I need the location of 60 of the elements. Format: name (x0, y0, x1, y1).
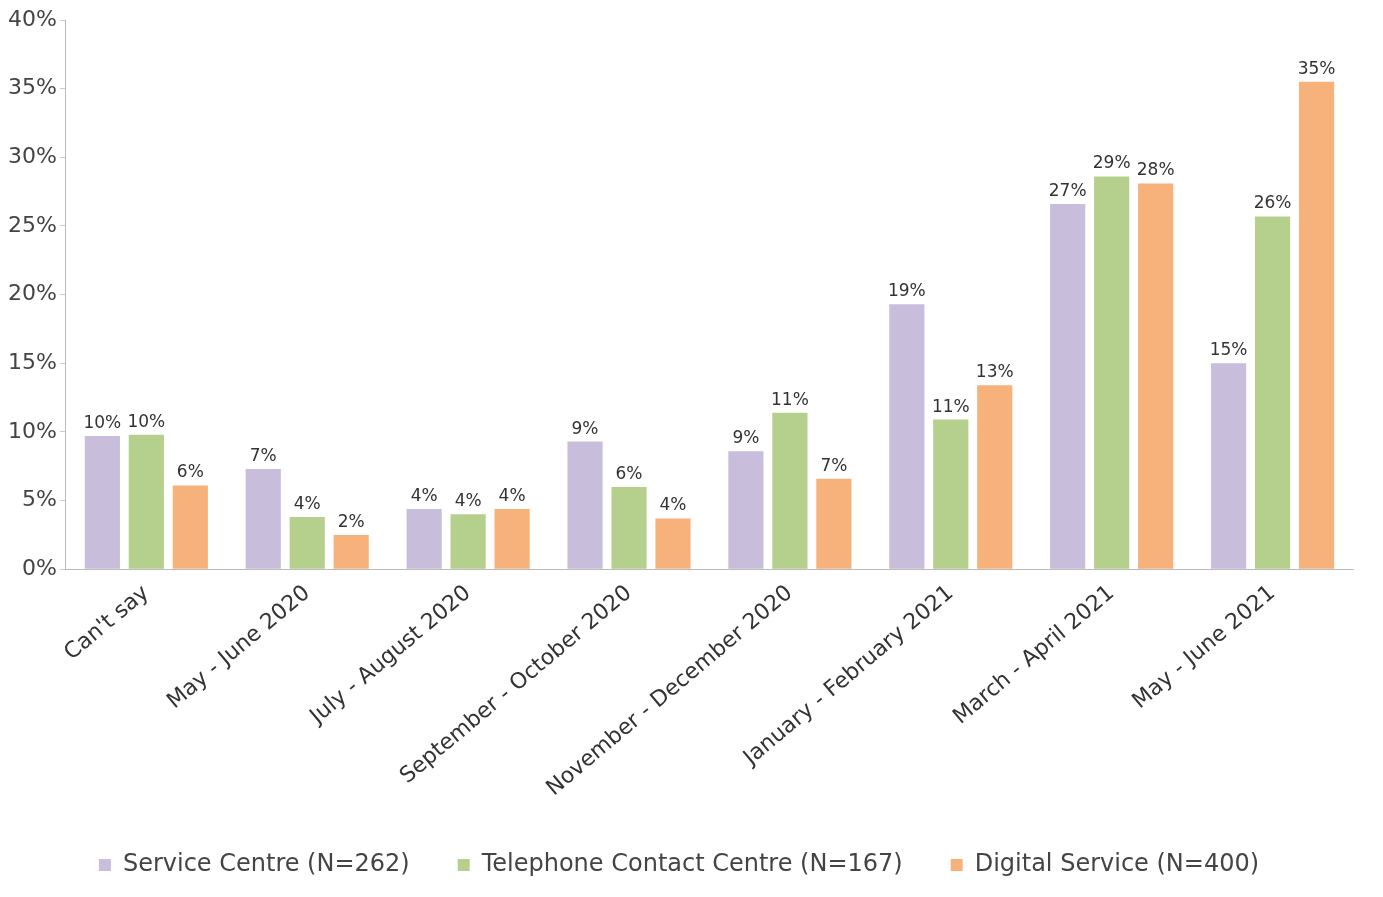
y-tick-label: 30% (7, 143, 57, 169)
data-label: 9% (571, 417, 599, 438)
data-label: 4% (498, 484, 526, 505)
data-label: 9% (732, 427, 760, 448)
bar (655, 518, 691, 569)
data-label: 26% (1253, 192, 1292, 213)
data-label: 4% (659, 494, 687, 515)
y-tick-label: 40% (7, 5, 57, 31)
y-tick-label: 25% (7, 211, 57, 237)
data-label: 19% (887, 280, 926, 301)
legend-label: Digital Service (N=400) (974, 849, 1260, 878)
bar (728, 451, 764, 569)
data-label: 6% (615, 462, 643, 483)
bar (889, 304, 925, 569)
bar (1050, 204, 1086, 569)
bar (84, 436, 120, 569)
data-label: 4% (293, 493, 321, 514)
bar (567, 441, 603, 569)
data-label: 29% (1092, 152, 1131, 173)
bar (816, 478, 852, 569)
bar (494, 508, 530, 569)
data-label: 11% (931, 395, 970, 416)
y-tick-label: 10% (7, 417, 57, 443)
y-tick-label: 35% (7, 74, 57, 100)
legend-label: Telephone Contact Centre (N=167) (480, 849, 903, 878)
data-label: 35% (1297, 57, 1336, 78)
data-label: 27% (1048, 179, 1087, 200)
y-tick-label: 0% (21, 555, 57, 581)
data-label: 13% (975, 361, 1014, 382)
y-tick-label: 15% (7, 349, 57, 375)
bar (172, 485, 208, 569)
bar (1210, 363, 1247, 569)
data-label: 2% (337, 510, 365, 531)
bar (1138, 183, 1174, 569)
data-label: 15% (1209, 339, 1248, 360)
data-label: 7% (820, 454, 848, 475)
bar (333, 534, 369, 569)
bar (245, 469, 281, 569)
data-label: 10% (127, 410, 166, 431)
y-tick-label: 5% (21, 486, 57, 512)
data-label: 4% (410, 484, 438, 505)
bar (128, 434, 164, 569)
data-label: 7% (249, 444, 277, 465)
bar (772, 412, 808, 569)
data-label: 6% (176, 461, 204, 482)
data-label: 28% (1136, 159, 1175, 180)
bar (611, 486, 647, 569)
data-label: 4% (454, 490, 482, 511)
data-label: 11% (770, 388, 809, 409)
bar (289, 517, 325, 569)
bar (1094, 176, 1130, 569)
legend-label: Service Centre (N=262) (122, 849, 410, 878)
y-tick-label: 20% (7, 280, 57, 306)
data-label: 10% (83, 412, 122, 433)
bar (977, 385, 1013, 569)
bar (450, 514, 486, 569)
bar (1254, 216, 1291, 569)
bar (933, 419, 969, 569)
bar (406, 508, 442, 569)
bar (1298, 81, 1335, 569)
